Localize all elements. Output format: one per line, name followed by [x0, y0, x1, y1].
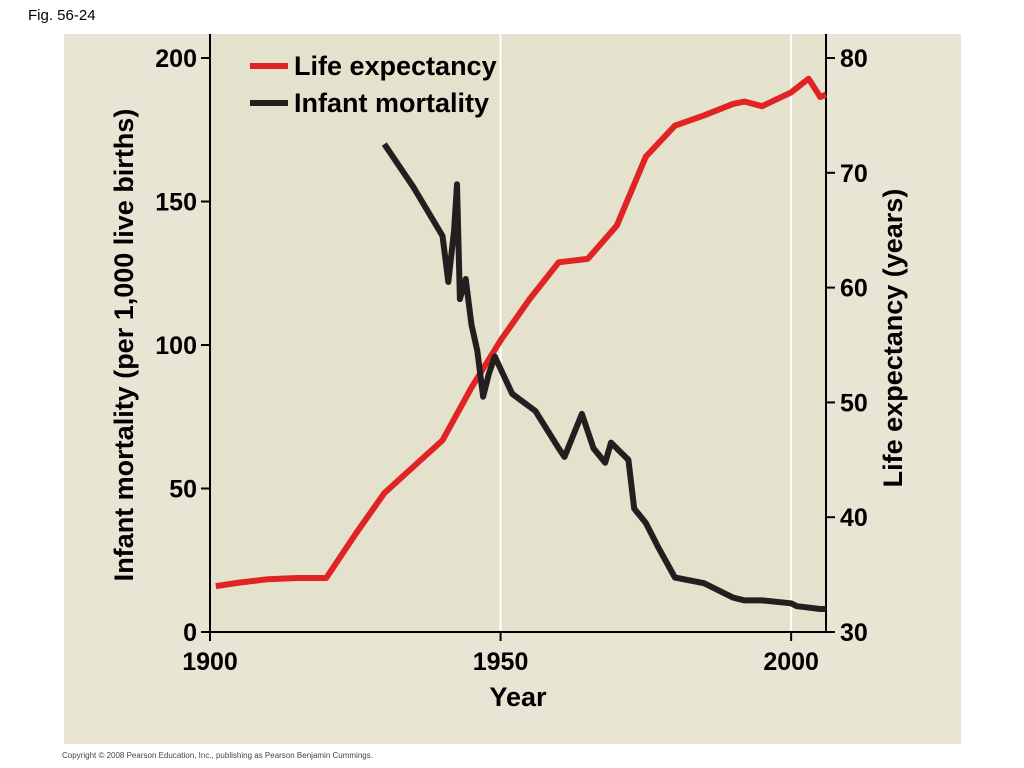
- legend-label-infant-mortality: Infant mortality: [294, 88, 489, 118]
- left-tick-label-0: 0: [183, 619, 197, 647]
- series-line-life-expectancy: [215, 75, 828, 590]
- x-tick-label-1950: 1950: [473, 648, 529, 676]
- right-tick-label-30: 30: [840, 619, 868, 647]
- x-tick-label-1900: 1900: [182, 648, 238, 676]
- x-tick-label-2000: 2000: [763, 648, 819, 676]
- right-tick-label-40: 40: [840, 504, 868, 532]
- left-axis-title: Infant mortality (per 1,000 live births): [109, 109, 139, 582]
- left-tick-label-200: 200: [155, 45, 197, 73]
- right-tick-label-80: 80: [840, 45, 868, 73]
- right-axis-title: Life expectancy (years): [878, 189, 908, 488]
- left-tick-label-50: 50: [169, 476, 197, 504]
- figure-label: Fig. 56-24: [28, 7, 96, 24]
- right-tick-label-60: 60: [840, 275, 868, 303]
- series-line-infant-mortality: [381, 142, 826, 612]
- x-axis-title: Year: [489, 682, 547, 712]
- right-tick-label-50: 50: [840, 389, 868, 417]
- left-tick-label-100: 100: [155, 332, 197, 360]
- plot-area: [210, 34, 826, 632]
- right-tick-label-70: 70: [840, 160, 868, 188]
- copyright-notice: Copyright © 2008 Pearson Education, Inc.…: [62, 751, 373, 760]
- left-tick-label-150: 150: [155, 189, 197, 217]
- legend-label-life-expectancy: Life expectancy: [294, 51, 497, 81]
